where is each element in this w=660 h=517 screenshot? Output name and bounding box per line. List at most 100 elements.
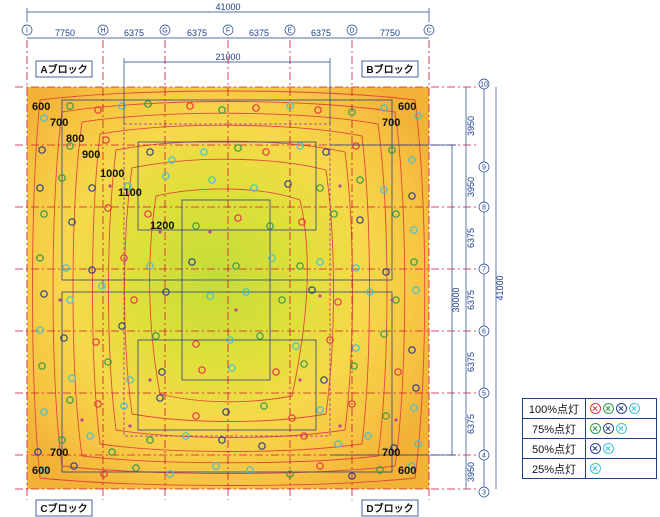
legend-icons bbox=[585, 418, 657, 439]
luminaire-icon bbox=[60, 334, 68, 342]
luminaire-icon bbox=[364, 432, 372, 440]
cyan-lamp-icon bbox=[616, 423, 627, 435]
col-label-d: D bbox=[349, 28, 354, 35]
row-label-4: 4 bbox=[482, 453, 486, 460]
luminaire-icon bbox=[126, 376, 134, 384]
luminaire-icon bbox=[40, 210, 48, 218]
luminaire-icon bbox=[132, 464, 140, 472]
top-seg-2: 6375 bbox=[124, 28, 144, 38]
marker-dot bbox=[394, 418, 398, 422]
luminaire-icon bbox=[408, 346, 416, 354]
luminaire-icon bbox=[266, 222, 274, 230]
green-lamp-icon bbox=[603, 403, 614, 415]
luminaire-icon bbox=[286, 102, 294, 110]
luminaire-icon bbox=[352, 142, 360, 150]
iso-label-bl600: 600 bbox=[32, 465, 50, 477]
navy-lamp-icon bbox=[603, 423, 614, 435]
luminaire-icon bbox=[410, 226, 418, 234]
marker-dot bbox=[80, 418, 84, 422]
luminaire-icon bbox=[410, 404, 418, 412]
luminaire-icon bbox=[234, 144, 242, 152]
luminaire-icon bbox=[120, 254, 128, 262]
inner-dashed-outline bbox=[123, 123, 331, 437]
luminaire-icon bbox=[334, 440, 342, 448]
legend-label: 75%点灯 bbox=[522, 418, 586, 439]
luminaire-icon bbox=[188, 258, 196, 266]
marker-dot bbox=[148, 378, 152, 382]
luminaire-icon bbox=[192, 340, 200, 348]
luminaire-icon bbox=[66, 396, 74, 404]
legend-icons bbox=[585, 398, 657, 419]
luminaire-icon bbox=[298, 218, 306, 226]
luminaire-icon bbox=[222, 408, 230, 416]
marker-dot bbox=[338, 424, 342, 428]
luminaire-icon bbox=[146, 262, 154, 270]
luminaire-icon bbox=[212, 462, 220, 470]
luminaire-icon bbox=[66, 102, 74, 110]
block-outlines bbox=[61, 99, 393, 473]
legend-row: 25%点灯 bbox=[522, 458, 657, 479]
legend-label: 25%点灯 bbox=[522, 458, 586, 479]
luminaire-icon bbox=[152, 332, 160, 340]
luminaire-icon bbox=[348, 472, 356, 480]
luminaire-icon bbox=[382, 268, 390, 276]
luminaire-icon bbox=[38, 362, 46, 370]
luminaire-icon bbox=[288, 414, 296, 422]
marker-dot bbox=[58, 298, 62, 302]
luminaire-icon bbox=[156, 394, 164, 402]
luminaire-icon bbox=[218, 106, 226, 114]
luminaire-icon bbox=[392, 210, 400, 218]
luminaire-icon bbox=[388, 146, 396, 154]
iso-label-br600: 600 bbox=[398, 465, 416, 477]
col-label-e: E bbox=[288, 28, 293, 35]
luminaire-icon bbox=[146, 436, 154, 444]
luminaire-icon bbox=[234, 214, 242, 222]
luminaire-icon bbox=[348, 400, 356, 408]
luminaire-icon bbox=[118, 322, 126, 330]
luminaire-icon bbox=[34, 448, 42, 456]
luminaire-icon bbox=[58, 174, 66, 182]
luminaire-icon bbox=[168, 156, 176, 164]
luminaire-icon bbox=[102, 136, 110, 144]
right-seg-5: 6375 bbox=[466, 352, 476, 372]
top-seg-1: 7750 bbox=[55, 28, 75, 38]
right-seg-7: 3950 bbox=[466, 462, 476, 482]
luminaire-icon bbox=[66, 142, 74, 150]
luminaire-icon bbox=[252, 104, 260, 112]
luminaire-icon bbox=[296, 262, 304, 270]
iso-label-bl700: 700 bbox=[50, 447, 68, 459]
top-seg-4: 6375 bbox=[249, 28, 269, 38]
luminaire-icon bbox=[38, 146, 46, 154]
luminaire-icon bbox=[104, 358, 112, 366]
luminaire-icon bbox=[192, 222, 200, 230]
legend-row: 75%点灯 bbox=[522, 418, 657, 439]
row-label-6: 6 bbox=[482, 329, 486, 336]
col-label-h: H bbox=[100, 28, 105, 35]
luminaire-icon bbox=[94, 400, 102, 408]
marker-dot bbox=[128, 424, 132, 428]
overall-height-dim: 41000 bbox=[495, 275, 505, 300]
red-lamp-icon bbox=[590, 403, 601, 415]
luminaire-icon bbox=[94, 106, 102, 114]
luminaire-icon bbox=[256, 332, 264, 340]
col-label-f: F bbox=[226, 28, 230, 35]
luminaire-icon bbox=[300, 432, 308, 440]
luminaire-icon bbox=[200, 148, 208, 156]
luminaire-icon bbox=[334, 298, 342, 306]
right-seg-2: 3950 bbox=[466, 177, 476, 197]
luminaire-icon bbox=[40, 290, 48, 298]
marker-dot bbox=[158, 230, 162, 234]
legend-row: 100%点灯 bbox=[522, 398, 657, 419]
luminaire-icon bbox=[414, 440, 422, 448]
grid-lines bbox=[15, 40, 478, 500]
luminaire-icon bbox=[268, 254, 276, 262]
luminaire-icon bbox=[40, 466, 48, 474]
right-seg-6: 6375 bbox=[466, 414, 476, 434]
row-label-10: 10 bbox=[480, 82, 488, 89]
row-label-8: 8 bbox=[482, 205, 486, 212]
luminaire-icon bbox=[394, 368, 402, 376]
luminaire-icon bbox=[314, 106, 322, 114]
iso-label-tl600: 600 bbox=[32, 101, 50, 113]
luminaire-icon bbox=[382, 412, 390, 420]
iso-label-br700: 700 bbox=[382, 447, 400, 459]
